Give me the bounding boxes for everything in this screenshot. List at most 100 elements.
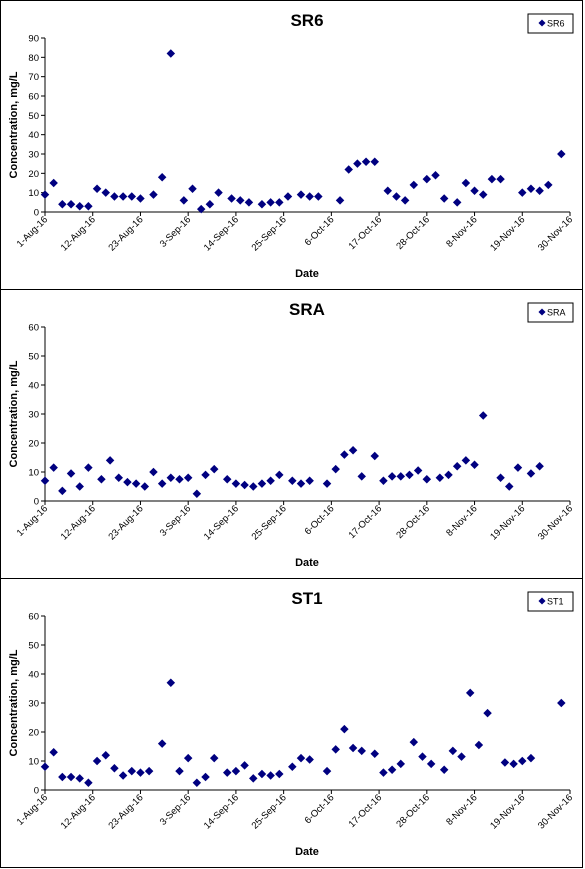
data-point <box>288 762 297 772</box>
data-point <box>58 200 67 209</box>
data-point <box>435 473 445 483</box>
data-point <box>526 753 536 763</box>
data-point <box>283 192 293 201</box>
data-point <box>426 759 436 769</box>
x-tick-label: 6-Oct-16 <box>303 792 337 826</box>
data-point <box>483 708 492 718</box>
data-point <box>40 762 50 772</box>
data-point <box>400 196 410 205</box>
data-point <box>249 482 258 491</box>
data-point <box>118 771 128 780</box>
data-point <box>175 475 184 484</box>
data-point <box>348 446 358 455</box>
data-point <box>192 778 202 787</box>
legend-marker <box>538 597 546 605</box>
data-point <box>127 192 137 201</box>
data-point <box>322 479 332 488</box>
data-point <box>222 475 232 484</box>
y-axis-title: Concentration, mg/L <box>8 360 20 467</box>
x-tick-label: 14-Sep-16 <box>202 792 241 831</box>
data-point <box>201 772 210 782</box>
data-point <box>75 774 84 783</box>
x-tick-label: 23-Aug-16 <box>106 214 145 253</box>
data-point <box>461 456 471 465</box>
legend-label: SRA <box>547 308 566 318</box>
data-point <box>487 174 497 184</box>
data-point <box>409 180 419 190</box>
legend-box <box>527 302 574 323</box>
chart-panel-sra: SRA 0 10 20 30 40 50 60 1-Aug-16 12-Aug-16 23-Aug-… <box>0 289 583 579</box>
data-point <box>192 489 202 498</box>
data-point <box>370 749 379 758</box>
data-point <box>196 204 206 214</box>
data-point <box>110 192 119 201</box>
data-point <box>188 184 197 194</box>
chart-panel-st1: ST1 0 10 20 30 40 50 60 1-Aug-16 12-Aug-16 23-Aug-… <box>0 578 583 868</box>
data-point <box>140 482 150 491</box>
data-point <box>396 472 406 481</box>
x-tick-label: 1-Aug-16 <box>15 792 50 827</box>
chart-title: SRA <box>289 300 325 319</box>
data-point <box>166 678 176 687</box>
data-point <box>105 456 115 465</box>
data-point <box>205 200 215 209</box>
data-point <box>409 737 419 747</box>
legend: ST1 <box>527 591 574 612</box>
data-point <box>131 479 141 488</box>
x-axis-title: Date <box>295 268 319 280</box>
x-tick-label: 23-Aug-16 <box>106 792 145 831</box>
data-point <box>101 750 110 760</box>
y-tick-label: 20 <box>28 169 39 180</box>
data-point <box>383 186 393 195</box>
x-tick-label: 30-Nov-16 <box>536 214 575 253</box>
y-tick-label: 70 <box>28 72 39 83</box>
y-tick-label: 10 <box>28 468 39 479</box>
data-point <box>370 157 379 166</box>
x-tick-label: 12-Aug-16 <box>59 214 98 253</box>
data-point <box>257 200 267 209</box>
data-point <box>275 470 284 480</box>
data-point <box>257 769 267 779</box>
data-point <box>175 766 184 776</box>
y-axis-title: Concentration, mg/L <box>8 71 20 178</box>
data-point <box>66 469 76 478</box>
data-point <box>183 473 193 483</box>
data-point <box>296 190 306 199</box>
y-tick-label: 60 <box>28 92 39 103</box>
data-point <box>396 759 406 769</box>
x-tick-label: 28-Oct-16 <box>394 214 432 252</box>
x-tick-label: 25-Sep-16 <box>250 503 289 542</box>
data-point <box>418 752 427 761</box>
data-point <box>379 476 388 485</box>
data-point <box>505 482 514 491</box>
data-point <box>361 157 371 166</box>
y-tick-label: 20 <box>28 439 39 450</box>
x-tick-label: 19-Nov-16 <box>488 503 527 542</box>
data-point <box>526 184 536 194</box>
data-point <box>496 473 505 483</box>
data-point <box>357 746 366 756</box>
data-point <box>340 450 349 459</box>
data-point <box>92 184 102 194</box>
data-point <box>214 188 223 197</box>
data-point <box>58 486 67 496</box>
x-tick-label: 17-Oct-16 <box>347 792 385 830</box>
data-point <box>240 761 249 770</box>
data-point <box>123 477 132 487</box>
x-tick-label: 17-Oct-16 <box>347 503 385 541</box>
data-point <box>249 774 258 783</box>
chart-sra: SRA 0 10 20 30 40 50 60 1-Aug-16 12-Aug-16 23-Aug-… <box>8 300 575 569</box>
x-tick-label: 28-Oct-16 <box>394 503 432 541</box>
y-tick-label: 40 <box>28 130 39 141</box>
x-tick-label: 14-Sep-16 <box>202 214 241 253</box>
chart-panel-sr6: SR6 0 10 20 30 40 50 60 70 80 90 1-Aug-16 12-Aug-16 2… <box>0 0 583 290</box>
x-tick-label: 25-Sep-16 <box>250 792 289 831</box>
data-point <box>127 766 137 776</box>
chart-title: SR6 <box>290 11 323 30</box>
data-point <box>240 480 249 490</box>
y-tick-label: 0 <box>34 208 39 219</box>
data-point <box>305 755 314 764</box>
x-tick-label: 30-Nov-16 <box>536 792 575 831</box>
